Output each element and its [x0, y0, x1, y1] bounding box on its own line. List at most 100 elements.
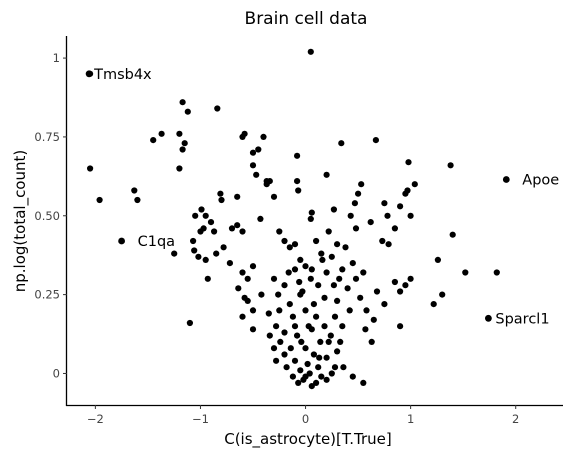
- data-point: [337, 338, 344, 345]
- data-point: [302, 345, 309, 352]
- data-point: [197, 228, 204, 235]
- data-point: [391, 278, 398, 286]
- data-point: [449, 231, 456, 238]
- data-point: [405, 159, 412, 166]
- data-point: [195, 253, 202, 260]
- x-tick-label: −1: [192, 412, 209, 426]
- data-point: [176, 165, 183, 172]
- data-point: [313, 237, 320, 245]
- data-point: [294, 152, 301, 159]
- data-point: [323, 376, 330, 383]
- data-point: [297, 367, 304, 374]
- data-point: [253, 171, 260, 178]
- data-point: [249, 263, 257, 270]
- data-point: [179, 146, 186, 153]
- data-point: [202, 256, 209, 263]
- data-point: [384, 212, 391, 219]
- data-point: [186, 319, 193, 327]
- data-point: [249, 162, 257, 169]
- data-point: [307, 275, 314, 282]
- data-point: [276, 307, 283, 314]
- data-point: [281, 282, 288, 289]
- data-point: [342, 244, 349, 251]
- annotations: Tmsb4x Apoe C1qa Sparcl1: [85, 67, 559, 327]
- data-point: [204, 275, 211, 282]
- data-point: [339, 266, 346, 273]
- data-point: [275, 291, 282, 298]
- data-point: [493, 269, 500, 276]
- y-tick-label: 0.50: [34, 209, 60, 223]
- data-point: [202, 212, 209, 219]
- data-point: [291, 266, 299, 273]
- data-point: [323, 354, 330, 361]
- data-point: [385, 241, 392, 248]
- data-point: [255, 146, 262, 153]
- data-point: [319, 256, 326, 263]
- data-point: [244, 275, 251, 282]
- x-axis-label: C(is_astrocyte)[T.True]: [224, 430, 392, 449]
- data-point: [131, 187, 138, 194]
- data-point: [407, 275, 414, 282]
- data-point: [207, 219, 215, 226]
- annotated-point: [485, 314, 492, 322]
- data-point: [321, 323, 328, 330]
- data-point: [373, 288, 381, 295]
- data-point: [328, 253, 335, 260]
- data-point: [283, 364, 290, 371]
- data-point: [316, 354, 323, 361]
- data-point: [339, 323, 346, 330]
- data-point: [181, 140, 188, 147]
- data-point: [260, 133, 267, 140]
- data-point: [286, 244, 293, 251]
- data-point: [281, 329, 288, 336]
- x-tick-label: 2: [512, 412, 519, 426]
- data-point: [347, 212, 354, 219]
- data-point: [360, 269, 367, 276]
- data-point: [391, 225, 398, 232]
- data-point: [217, 190, 224, 197]
- chart-title: Brain cell data: [245, 9, 368, 29]
- data-point: [407, 212, 414, 219]
- data-point: [397, 323, 404, 330]
- annotated-point: [85, 70, 93, 78]
- data-point: [265, 310, 272, 317]
- data-point: [192, 212, 199, 219]
- data-point: [150, 137, 157, 144]
- data-point: [308, 266, 315, 273]
- data-point: [270, 345, 278, 352]
- data-point: [430, 301, 437, 308]
- data-point: [317, 338, 324, 345]
- data-point: [355, 190, 362, 197]
- data-point: [190, 237, 197, 245]
- data-point: [226, 260, 233, 267]
- point-label: C1qa: [138, 234, 175, 250]
- data-point: [296, 278, 303, 286]
- data-point: [294, 332, 301, 339]
- data-point: [249, 326, 257, 333]
- data-point: [447, 162, 454, 169]
- data-point: [381, 200, 388, 207]
- data-point: [462, 269, 469, 276]
- data-point: [334, 297, 341, 304]
- data-point: [323, 171, 330, 178]
- data-point: [346, 307, 353, 314]
- data-point: [158, 130, 165, 137]
- data-point: [87, 165, 94, 172]
- data-point: [228, 225, 236, 232]
- data-point: [302, 263, 309, 270]
- data-point: [198, 206, 205, 213]
- data-point: [357, 294, 364, 301]
- data-point: [289, 373, 296, 380]
- data-point: [349, 260, 356, 267]
- data-point: [318, 373, 325, 380]
- data-point: [308, 209, 315, 216]
- data-point: [244, 297, 251, 304]
- data-point: [328, 370, 335, 377]
- data-point: [372, 137, 379, 144]
- data-point: [179, 99, 186, 106]
- data-point: [220, 244, 227, 251]
- data-point: [291, 323, 299, 330]
- x-tick-label: −2: [87, 412, 104, 426]
- data-point: [291, 241, 299, 248]
